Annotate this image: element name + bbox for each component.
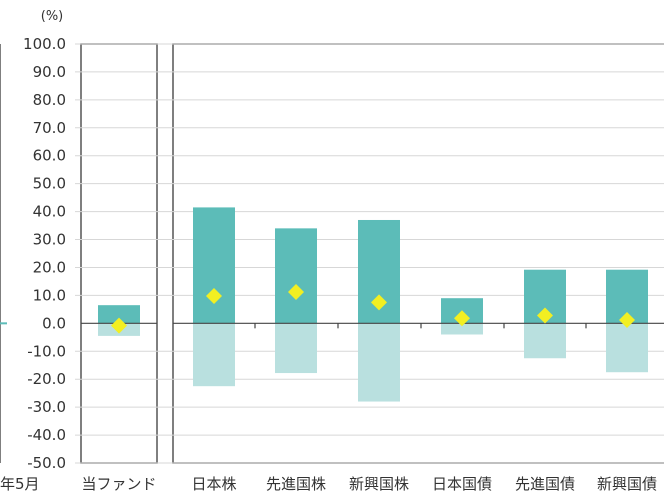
y-tick-label: 30.0 xyxy=(33,231,66,249)
bar-max-0 xyxy=(98,305,140,324)
y-tick-label: 100.0 xyxy=(23,35,66,53)
x-category-label: 先進国株 xyxy=(266,475,326,493)
y-tick-label: -50.0 xyxy=(27,454,66,472)
y-tick-label: 50.0 xyxy=(33,175,66,193)
average-marker-4 xyxy=(454,310,470,327)
y-tick-label: 10.0 xyxy=(33,286,66,304)
y-tick-label: 40.0 xyxy=(33,203,66,221)
left-cutoff-label: 年5月 xyxy=(0,475,40,493)
average-markers xyxy=(111,284,635,334)
bar-min-1 xyxy=(193,323,235,387)
x-category-label: 日本株 xyxy=(191,475,236,493)
x-category-label: 新興国株 xyxy=(349,475,409,493)
bar-min-5 xyxy=(524,323,566,359)
y-tick-label: -20.0 xyxy=(27,370,66,388)
y-tick-label: 0.0 xyxy=(42,314,66,332)
y-tick-label: -30.0 xyxy=(27,398,66,416)
average-marker-1 xyxy=(206,287,222,304)
y-tick-label: 60.0 xyxy=(33,147,66,165)
bar-max-1 xyxy=(193,207,235,324)
y-tick-label: 70.0 xyxy=(33,119,66,137)
y-tick-label: -10.0 xyxy=(27,342,66,360)
x-axis-labels: 当ファンド 日本株 先進国株 新興国株 日本国債 先進国債 新興国債 xyxy=(81,475,657,493)
gridlines xyxy=(75,43,664,464)
average-marker-0 xyxy=(111,317,127,334)
frame-fund xyxy=(80,43,158,464)
y-tick-label: 80.0 xyxy=(33,91,66,109)
y-tick-label: -40.0 xyxy=(27,426,66,444)
y-tick-label: 90.0 xyxy=(33,63,66,81)
bar-min-4 xyxy=(441,323,483,335)
bar-min-2 xyxy=(275,323,317,374)
bar-max-2 xyxy=(275,228,317,324)
average-marker-3 xyxy=(371,294,387,311)
frame-assets xyxy=(172,43,664,464)
y-tick-label: 20.0 xyxy=(33,258,66,276)
average-marker-2 xyxy=(288,284,304,301)
x-category-label: 日本国債 xyxy=(432,475,492,493)
bar-min-6 xyxy=(606,323,648,373)
y-unit-label: (%) xyxy=(41,9,64,24)
y-axis-ticks: 100.0 90.0 80.0 70.0 60.0 50.0 40.0 30.0 20.0 10.… xyxy=(23,35,66,472)
average-marker-6 xyxy=(619,311,635,328)
average-marker-5 xyxy=(537,307,553,324)
plot-frames xyxy=(0,43,664,464)
x-category-label: 当ファンド xyxy=(81,475,156,493)
bars xyxy=(98,207,648,402)
bar-min-3 xyxy=(358,323,400,402)
x-category-label: 先進国債 xyxy=(515,475,575,493)
x-category-label: 新興国債 xyxy=(597,475,657,493)
